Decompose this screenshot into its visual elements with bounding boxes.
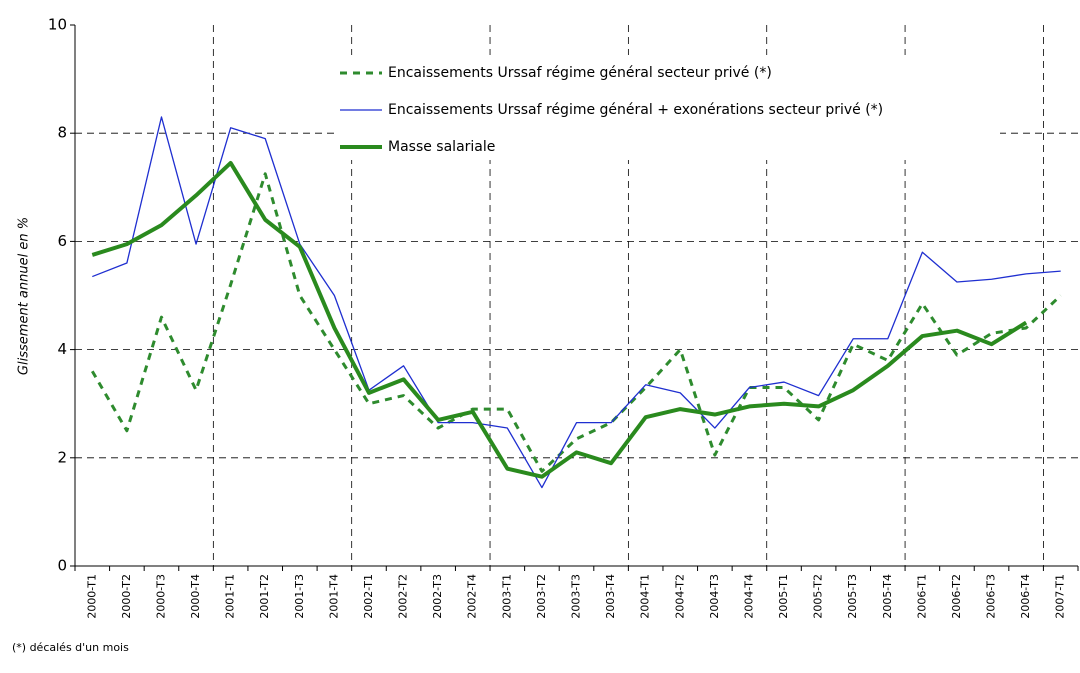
x-tick-label: 2000-T4: [189, 574, 202, 619]
x-tick-label: 2005-T4: [881, 574, 894, 619]
x-tick-label: 2005-T3: [846, 574, 859, 619]
x-tick-label: 2004-T4: [742, 574, 755, 619]
y-tick-label: 10: [48, 16, 67, 34]
series-line: [90, 172, 1062, 473]
x-tick-label: 2003-T2: [535, 574, 548, 619]
x-tick-label: 2000-T3: [154, 574, 167, 619]
y-axis-label: Glissement annuel en %: [17, 217, 32, 375]
y-tick-label: 0: [57, 557, 67, 575]
x-tick-label: 2000-T1: [85, 574, 98, 619]
x-tick-label: 2007-T1: [1054, 574, 1067, 619]
x-tick-label: 2002-T4: [466, 574, 479, 619]
x-tick-label: 2001-T3: [293, 574, 306, 619]
legend-label: Encaissements Urssaf régime général sect…: [388, 65, 772, 81]
legend-background: [335, 55, 1000, 160]
x-tick-label: 2004-T3: [708, 574, 721, 619]
x-tick-label: 2000-T2: [120, 574, 133, 619]
x-tick-label: 2006-T3: [985, 574, 998, 619]
x-tick-label: 2003-T4: [604, 574, 617, 619]
x-tick-label: 2005-T1: [777, 574, 790, 619]
y-tick-label: 8: [57, 124, 67, 142]
footnote: (*) décalés d'un mois: [12, 641, 129, 654]
x-tick-label: 2006-T2: [950, 574, 963, 619]
x-tick-label: 2005-T2: [812, 574, 825, 619]
series-line: [91, 160, 1028, 479]
x-tick-label: 2003-T1: [500, 574, 513, 619]
x-tick-label: 2006-T4: [1019, 574, 1032, 619]
legend-label: Encaissements Urssaf régime général + ex…: [388, 102, 883, 118]
x-tick-label: 2001-T4: [327, 574, 340, 619]
legend-label: Masse salariale: [388, 139, 495, 155]
x-tick-label: 2006-T1: [915, 574, 928, 619]
x-tick-label: 2002-T2: [397, 574, 410, 619]
y-tick-label: 4: [57, 340, 67, 358]
x-tick-label: 2002-T3: [431, 574, 444, 619]
x-tick-label: 2001-T2: [258, 574, 271, 619]
x-tick-label: 2001-T1: [224, 574, 237, 619]
x-tick-label: 2002-T1: [362, 574, 375, 619]
x-tick-label: 2004-T1: [639, 574, 652, 619]
series-line: [92, 116, 1061, 489]
y-tick-label: 2: [57, 448, 67, 466]
y-tick-label: 6: [57, 232, 67, 250]
x-tick-label: 2004-T2: [673, 574, 686, 619]
x-tick-label: 2003-T3: [570, 574, 583, 619]
